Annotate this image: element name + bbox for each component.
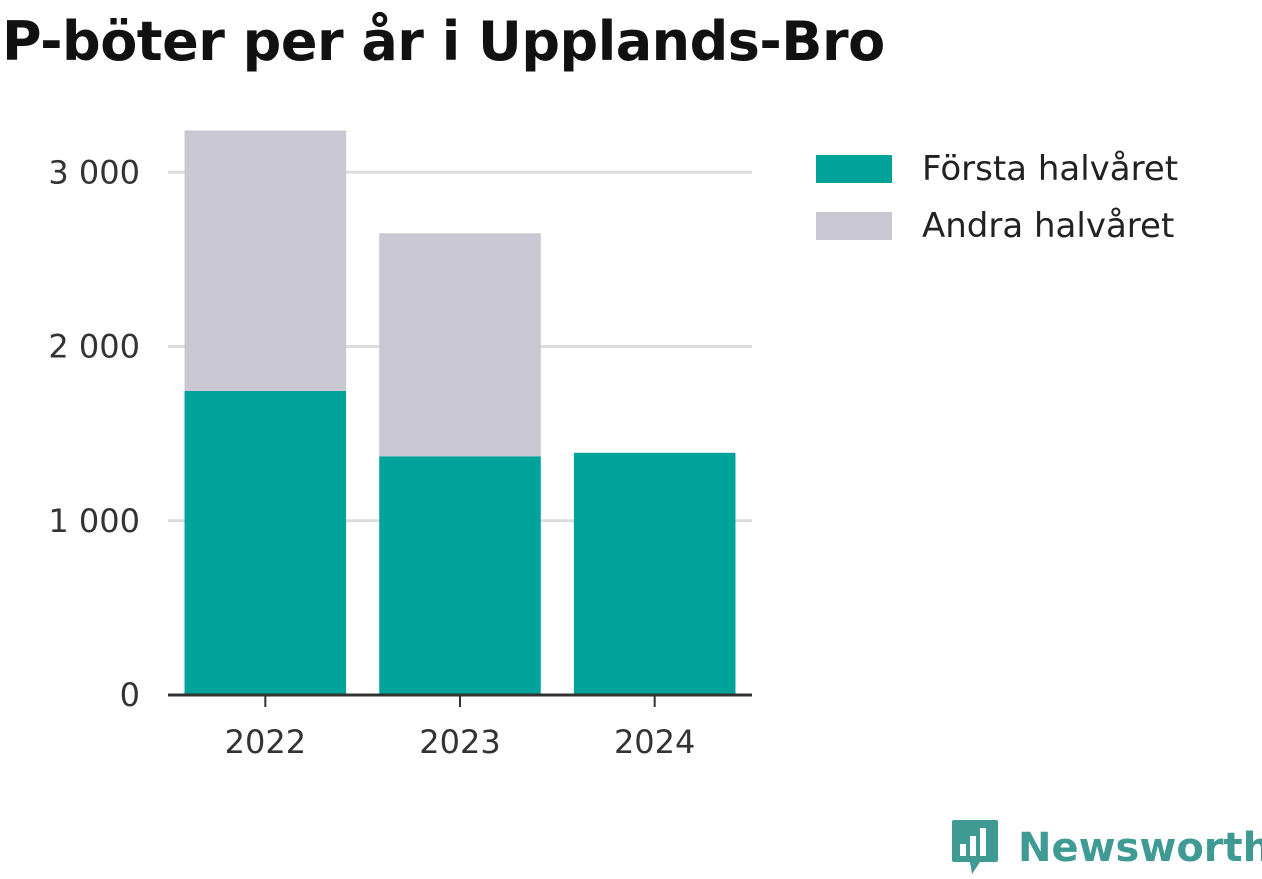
y-tick-label: 0 [120, 676, 140, 714]
bar-second-half-2022 [184, 130, 347, 391]
brand-label: Newsworthy [1018, 825, 1262, 871]
y-tick-label: 3 000 [48, 153, 140, 191]
legend-swatch-second-half [816, 211, 892, 240]
bar-chart: 0 1 000 2 000 3 000 2022 2023 2024 [48, 130, 752, 761]
chart-title: P-böter per år i Upplands-Bro [2, 10, 885, 73]
x-tick-label: 2024 [614, 723, 695, 761]
bar-first-half-2022 [184, 390, 347, 695]
newsworthy-brand: Newsworthy [950, 818, 1262, 878]
bar-first-half-2024 [573, 452, 736, 695]
x-tick-label: 2023 [419, 723, 500, 761]
y-tick-label: 2 000 [48, 328, 140, 366]
legend-swatch-first-half [816, 154, 892, 183]
legend-item-first-half: Första halvåret [816, 140, 1178, 197]
legend-label-second-half: Andra halvåret [922, 205, 1175, 246]
bar-first-half-2023 [379, 456, 541, 695]
legend-item-second-half: Andra halvåret [816, 197, 1178, 254]
bars [184, 130, 736, 695]
x-tick-label: 2022 [225, 723, 306, 761]
newsworthy-logo-icon [952, 820, 998, 874]
legend: Första halvåret Andra halvåret [816, 140, 1178, 254]
y-tick-label: 1 000 [48, 502, 140, 540]
legend-label-first-half: Första halvåret [922, 148, 1179, 189]
bar-second-half-2023 [379, 233, 541, 457]
axes: 0 1 000 2 000 3 000 2022 2023 2024 [48, 153, 752, 761]
